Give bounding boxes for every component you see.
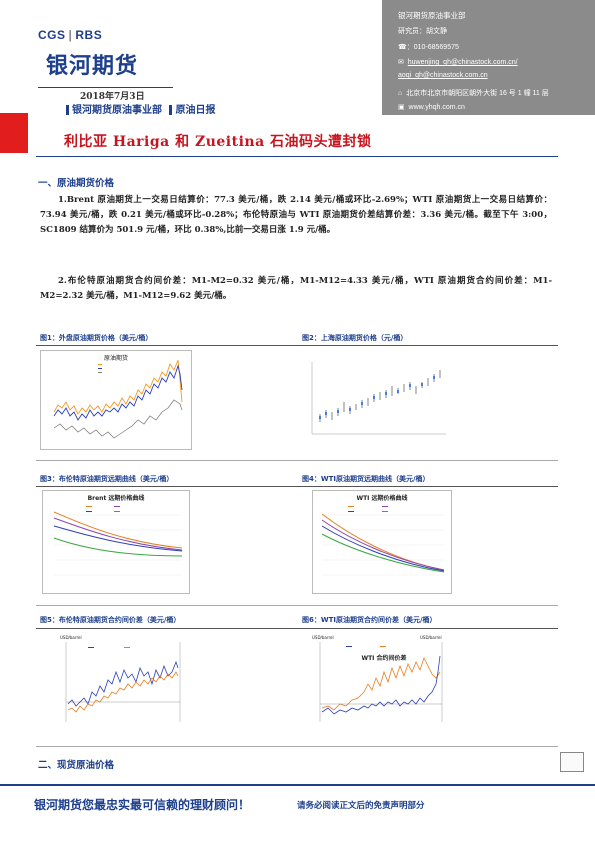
chart1-series-brent [53,359,183,415]
dept-label: 银河期货原油事业部 [72,105,162,116]
chart6-series-m1m2 [321,655,441,715]
chart3-curve-2 [53,517,183,551]
contact-email2[interactable]: aoqi_qh@chinastock.com.cn [398,72,488,79]
chart4-frame [312,490,452,594]
figure-caption-5: 图5：布伦特原油期货合约间价差（美元/桶） [40,616,181,624]
contact-email-row: ✉ huwenjing_qh@chinastock.com.cn/ [398,58,518,66]
footer-slogan: 银河期货您最忠实最可信赖的理财顾问！ [34,798,251,812]
chart-shanghai-futures [300,352,450,450]
report-title: 利比亚 Hariga 和 Zueitina 石油码头遭封锁 [64,134,372,150]
chart1-frame [40,350,192,450]
chart4-title: WTI 远期价格曲线 [356,494,407,502]
figure-row-divider-3 [36,628,558,629]
section2-top-divider [36,746,558,747]
contact-dept: 银河期货原油事业部 [398,11,466,20]
contact-website[interactable]: www.yhqh.com.cn [408,104,465,111]
chart5-unit: USD/barrel [60,635,82,640]
title-divider [36,156,558,157]
chart5-series-m1m2 [67,660,179,707]
chart4-curve-2 [321,519,445,571]
page-corner-icon [560,752,584,772]
logo-cgs-rbs: CGS | RBS [38,28,103,42]
mail-icon: ✉ [398,59,408,66]
figure-row-top-3 [36,605,558,606]
chart4-curve-3 [321,525,445,572]
contact-panel: 银河期货原油事业部 研究员：胡文静 ☎：010-68569575 ✉ huwen… [382,0,595,115]
report-date: 2018年7月3日 [80,92,145,102]
footer-disclaimer: 请务必阅读正文后的免责声明部分 [297,801,425,811]
red-accent-band [0,113,28,153]
figure-caption-6: 图6：WTI原油期货合约间价差（美元/桶） [302,616,437,624]
logo-rbs: RBS [75,28,103,42]
chart6-title: WTI 合约间价差 [361,654,406,662]
contact-address: 北京市北京市朝阳区朝外大街 16 号 1 幢 11 层 [406,90,549,97]
chart3-curve-3 [53,525,183,552]
chart3-legend [86,506,120,512]
report-label: 原油日报 [175,105,216,116]
logo-underline [38,87,173,88]
web-icon: ▣ [398,104,409,111]
chart6-legend [346,646,386,647]
section-heading-1: 一、原油期货价格 [38,178,115,189]
chart-wti-forward-curve: WTI 远期价格曲线 [312,490,452,594]
figure-caption-4: 图4：WTI原油期货远期曲线（美元/桶） [302,475,430,483]
figure-caption-2: 图2：上海原油期货价格（元/桶） [302,334,408,342]
chart2-candles [319,370,441,422]
paragraph-1: 1.Brent 原油期货上一交易日结算价：77.3 美元/桶，跌 2.14 美元… [40,195,552,235]
paragraph-2: 2.布伦特原油期货合约间价差：M1-M2=0.32 美元/桶，M1-M12=4.… [40,276,552,301]
chart4-legend [348,506,388,512]
dept-line: 银河期货原油事业部 原油日报 [66,101,215,116]
chart-brent-spread: USD/barrel [58,632,188,738]
chart2-candle-bodies [319,376,435,419]
chart6-unit-left: USD/barrel [312,635,334,640]
chart3-title: Brent 远期价格曲线 [88,494,145,502]
chart-crude-futures: 原油期货 [40,350,192,450]
figure-row-divider-2 [36,486,558,487]
chart-brent-forward-curve: Brent 远期价格曲线 [42,490,190,594]
chart1-series-wti [53,364,183,421]
contact-email1[interactable]: huwenjing_qh@chinastock.com.cn/ [407,59,518,66]
chart5-legend [88,647,130,648]
footer-divider [0,784,595,786]
chart3-curve-4 [53,537,183,557]
chart1-series-spread [53,399,183,439]
logo-cgs: CGS [38,28,66,42]
chart5-series-m1m12 [67,671,179,713]
contact-address-row: ⌂ 北京市北京市朝阳区朝外大街 16 号 1 幢 11 层 [398,88,549,98]
chart6-unit-right: USD/barrel [420,635,442,640]
contact-phone: ☎：010-68569575 [398,44,459,51]
location-icon: ⌂ [398,90,407,97]
chart-wti-spread: USD/barrel USD/barrel WTI 合约间价差 [310,632,452,738]
chart4-curve-4 [321,533,445,573]
chart1-title: 原油期货 [104,354,128,362]
chart4-grid [322,514,444,576]
chart6-series-m1m12 [321,656,441,711]
section-heading-2: 二、现货原油价格 [38,760,115,771]
figure-row-top-2 [36,460,558,461]
figure-row-divider-1 [36,345,558,346]
logo-main: 银河期货 [46,54,139,79]
chart3-curve-1 [53,511,183,549]
figure-caption-1: 图1：外盘原油期货价格（美元/桶） [40,334,153,342]
figure-caption-3: 图3：布伦特原油期货远期曲线（美元/桶） [40,475,174,483]
contact-web-row: ▣ www.yhqh.com.cn [398,103,465,111]
contact-researcher: 研究员：胡文静 [398,28,447,35]
